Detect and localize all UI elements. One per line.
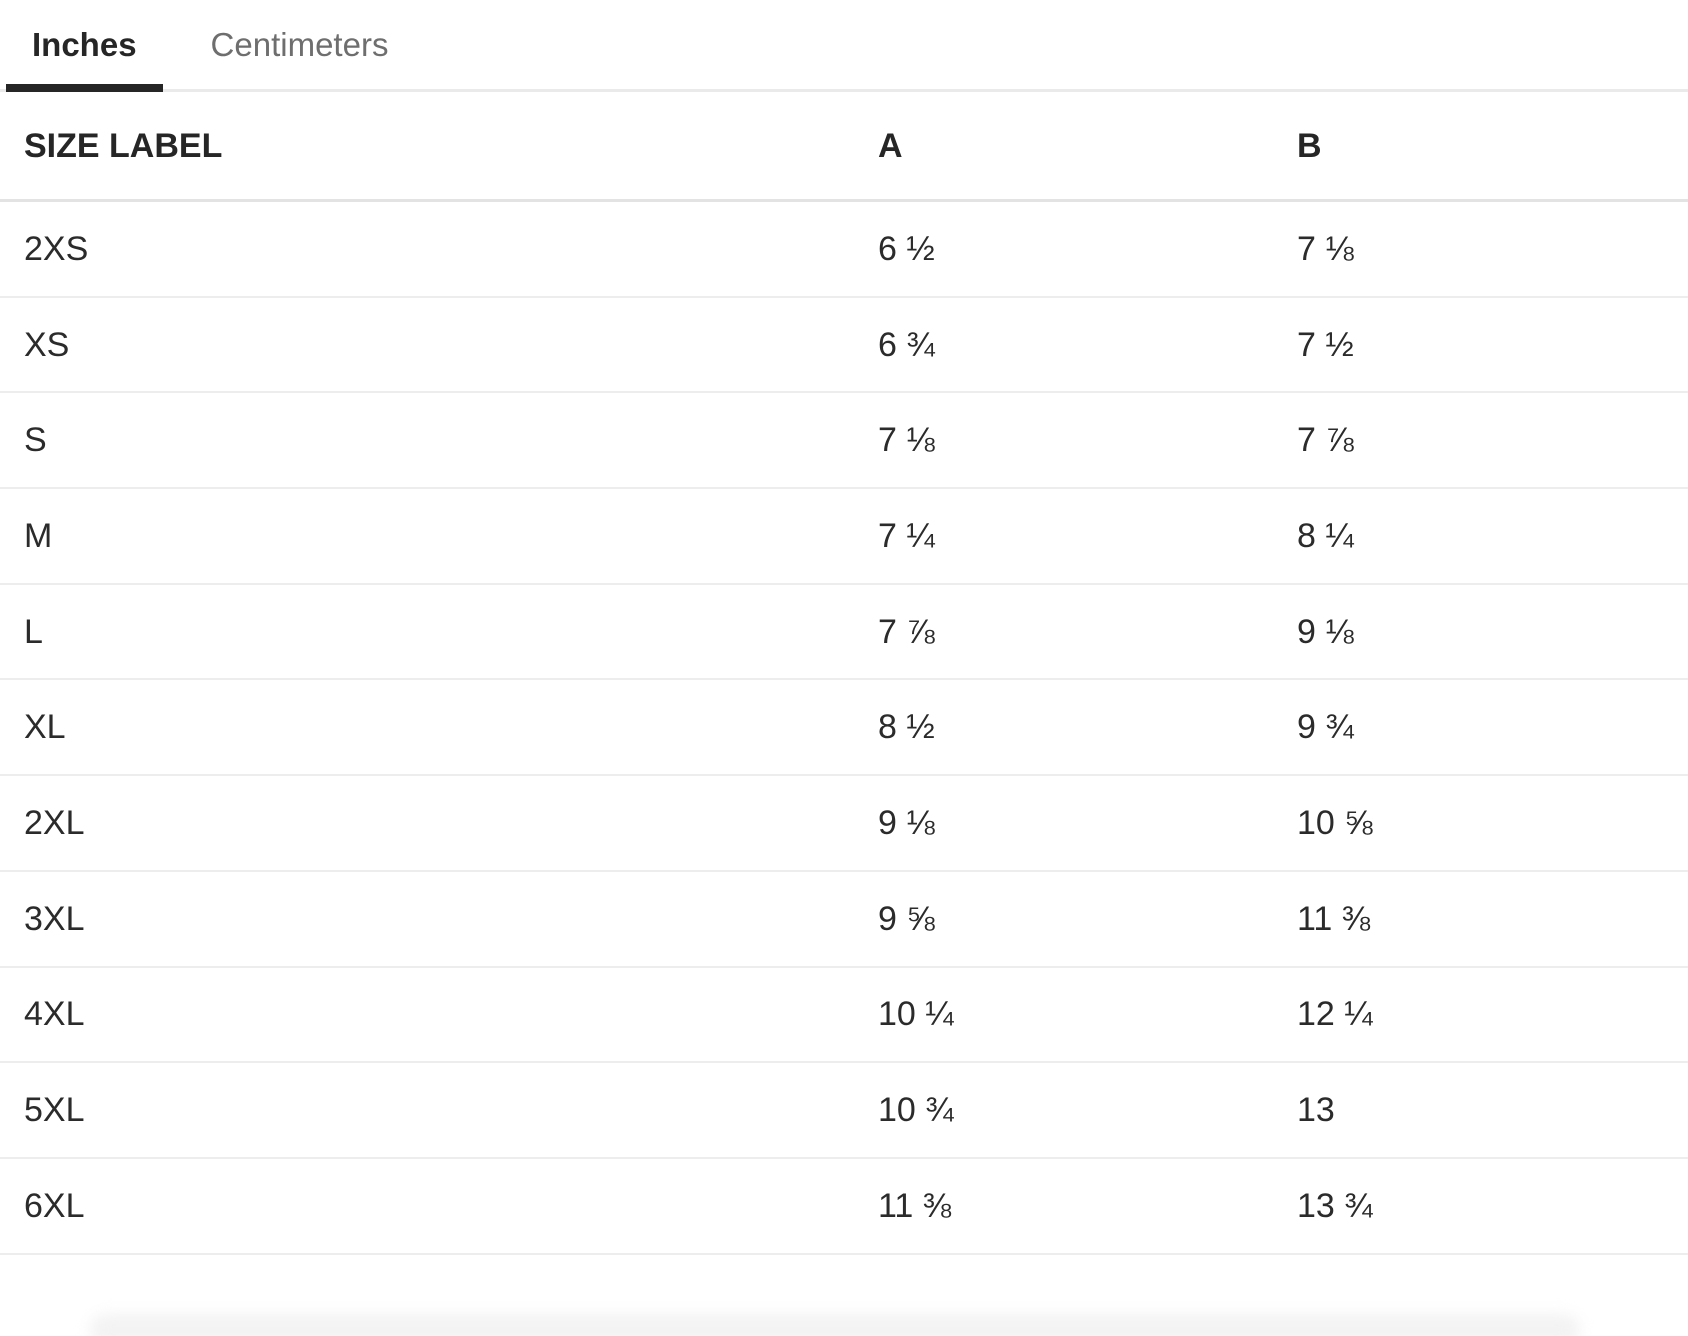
tab-centimeters[interactable]: Centimeters [210, 25, 389, 63]
value-b-cell: 13 ¾ [1297, 1186, 1373, 1225]
value-b-cell: 7 ½ [1297, 325, 1354, 364]
table-row: 6XL 11 ⅜ 13 ¾ [0, 1159, 1688, 1255]
size-cell: 2XS [24, 229, 89, 268]
value-a-cell: 6 ¾ [878, 325, 935, 364]
table-body: 2XS 6 ½ 7 ⅛ XS 6 ¾ 7 ½ S 7 ⅛ 7 ⅞ M 7 ¼ 8 ¼ L 7 ⅞ 9 ⅛ XL… [0, 202, 1688, 1255]
value-a-cell: 10 ¾ [878, 1091, 954, 1130]
value-b-cell: 7 ⅛ [1297, 229, 1354, 268]
below-fold-element-shadow [90, 1314, 1580, 1336]
value-a-cell: 7 ¼ [878, 516, 935, 555]
table-row: 4XL 10 ¼ 12 ¼ [0, 968, 1688, 1064]
size-cell: XS [24, 325, 70, 364]
unit-tabs: Inches Centimeters [0, 0, 1688, 92]
size-cell: 5XL [24, 1091, 85, 1130]
value-a-cell: 9 ⅝ [878, 899, 935, 938]
table-row: 5XL 10 ¾ 13 [0, 1063, 1688, 1159]
table-header-row: SIZE LABEL A B [0, 92, 1688, 202]
size-cell: L [24, 612, 43, 651]
value-a-cell: 10 ¼ [878, 995, 954, 1034]
size-cell: XL [24, 708, 66, 747]
value-b-cell: 9 ¾ [1297, 708, 1354, 747]
value-a-cell: 7 ⅞ [878, 612, 935, 651]
value-b-cell: 9 ⅛ [1297, 612, 1354, 651]
table-row: 3XL 9 ⅝ 11 ⅜ [0, 872, 1688, 968]
table-row: L 7 ⅞ 9 ⅛ [0, 585, 1688, 681]
value-b-cell: 10 ⅝ [1297, 803, 1373, 842]
value-b-cell: 13 [1297, 1091, 1335, 1130]
value-b-cell: 11 ⅜ [1297, 899, 1371, 938]
table-row: 2XS 6 ½ 7 ⅛ [0, 202, 1688, 298]
value-a-cell: 8 ½ [878, 708, 935, 747]
table-row: XL 8 ½ 9 ¾ [0, 680, 1688, 777]
size-cell: 3XL [24, 899, 85, 938]
tab-inches[interactable]: Inches [6, 0, 163, 92]
value-a-cell: 9 ⅛ [878, 803, 935, 842]
value-a-cell: 7 ⅛ [878, 421, 935, 460]
value-b-cell: 8 ¼ [1297, 516, 1354, 555]
size-cell: 4XL [24, 995, 85, 1034]
column-header-a: A [878, 126, 903, 165]
table-row: 2XL 9 ⅛ 10 ⅝ [0, 776, 1688, 872]
size-cell: S [24, 421, 47, 460]
table-row: S 7 ⅛ 7 ⅞ [0, 393, 1688, 490]
column-header-b: B [1297, 126, 1322, 165]
size-cell: 6XL [24, 1186, 85, 1225]
value-a-cell: 6 ½ [878, 229, 935, 268]
table-row: XS 6 ¾ 7 ½ [0, 298, 1688, 394]
table-row: M 7 ¼ 8 ¼ [0, 489, 1688, 585]
size-cell: M [24, 516, 53, 555]
value-a-cell: 11 ⅜ [878, 1186, 952, 1225]
value-b-cell: 7 ⅞ [1297, 421, 1354, 460]
size-cell: 2XL [24, 803, 85, 842]
value-b-cell: 12 ¼ [1297, 995, 1373, 1034]
column-header-size-label: SIZE LABEL [24, 126, 223, 165]
